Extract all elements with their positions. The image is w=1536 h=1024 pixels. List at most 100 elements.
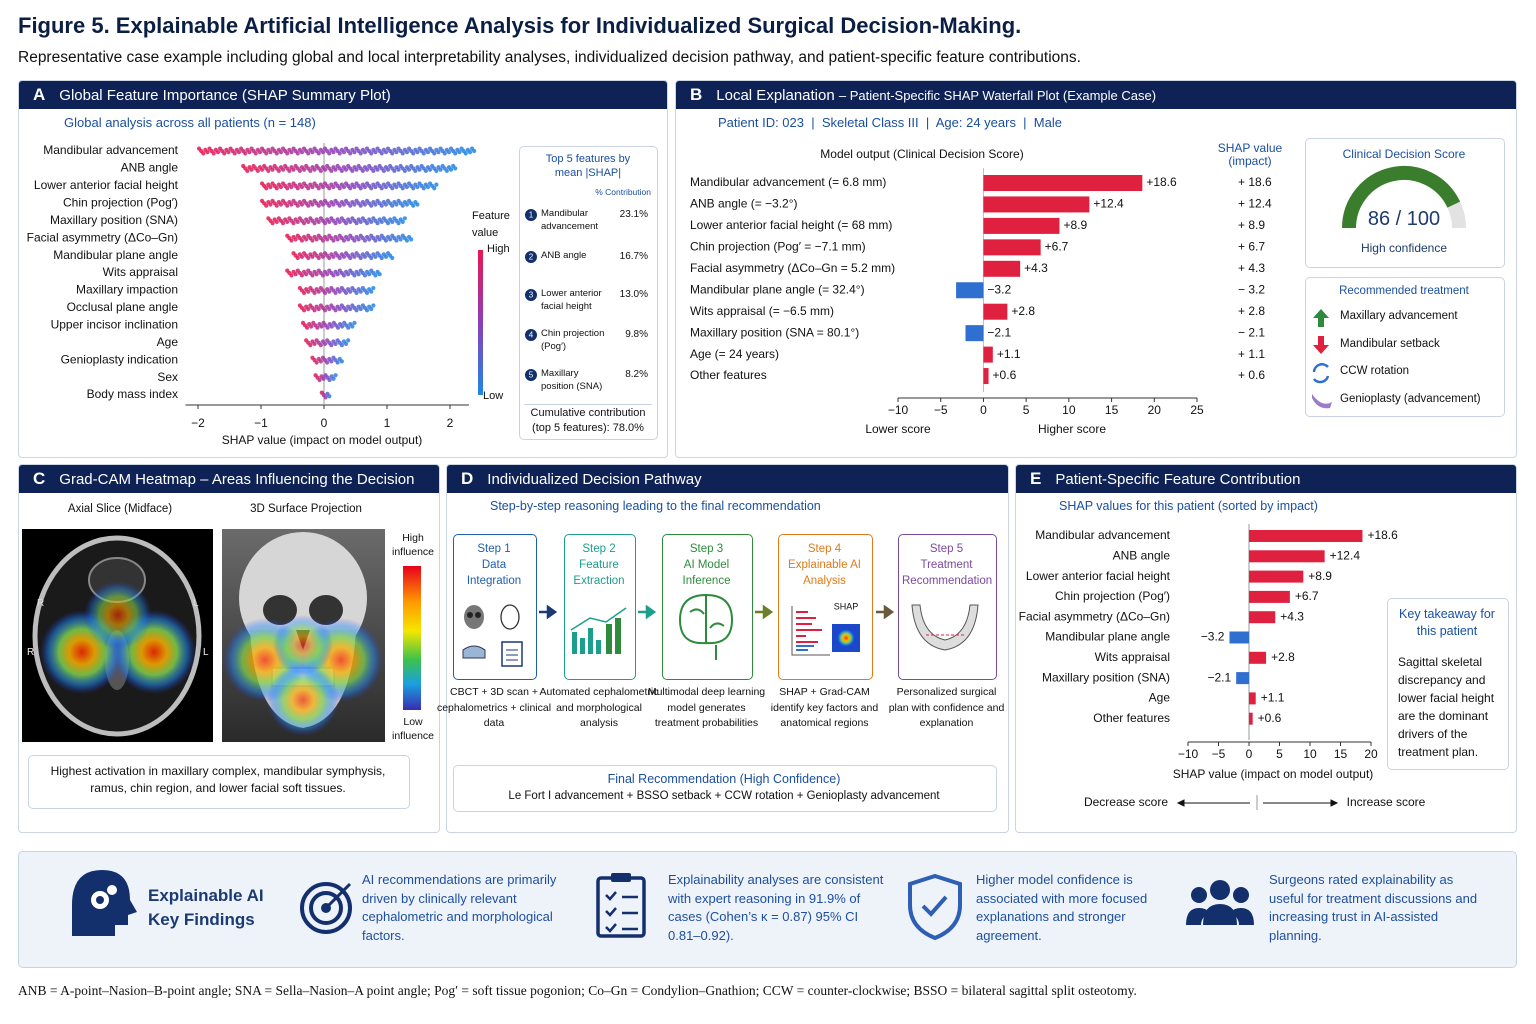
y-tick-label: ANB angle: [121, 161, 179, 175]
swarm-dot: [356, 272, 361, 277]
value-label: +6.7: [1045, 240, 1069, 254]
swarm-dot: [299, 254, 305, 259]
swarm-dot: [448, 167, 454, 172]
panel-subtitle: Step-by-step reasoning leading to the fi…: [490, 499, 821, 513]
y-tick-label: Chin projection (Pog′ = −7.1 mm): [690, 240, 866, 254]
y-tick-label: Maxillary position (SNA): [1042, 670, 1170, 684]
rank-badge: [525, 329, 537, 341]
swarm-dot: [362, 273, 368, 278]
swarm-dot: [304, 237, 309, 242]
side-marker: R: [37, 598, 45, 609]
swarm-dot: [306, 219, 311, 225]
swarm-dot: [364, 290, 370, 295]
value-header: (impact): [1228, 154, 1271, 168]
swarm-dot: [371, 303, 376, 308]
swarm-dot: [352, 150, 357, 155]
swarm-dot: [348, 306, 353, 312]
x-tick-label: 0: [1246, 747, 1253, 761]
swarm-dot: [411, 151, 416, 156]
y-tick-label: Occlusal plane angle: [67, 300, 179, 314]
x-tick-label: 2: [447, 416, 454, 430]
swarm-dot: [417, 167, 422, 172]
swarm-dot: [329, 343, 334, 348]
swarm-dot: [301, 221, 307, 226]
swarm-dot: [285, 186, 290, 191]
swarm-dot: [335, 272, 340, 277]
value-label: −2.1: [1207, 670, 1231, 684]
x-axis-label: SHAP value (impact on model output): [1173, 767, 1374, 781]
swarm-dot: [264, 203, 269, 208]
impact-label: + 6.7: [1238, 240, 1265, 254]
final-box: [453, 765, 997, 812]
swarm-dot: [442, 151, 447, 156]
swarm-dot: [377, 237, 382, 242]
swarm-dot: [249, 167, 254, 172]
value-label: −2.1: [987, 325, 1011, 339]
y-tick-label: Lower anterior facial height (= 68 mm): [690, 218, 892, 232]
swarm-dot: [331, 254, 336, 259]
swarm-dot: [356, 237, 361, 242]
swarm-dot: [274, 219, 279, 225]
patient-info: Patient ID: 023 | Skeletal Class III | A…: [718, 115, 1062, 130]
bar: [983, 239, 1041, 256]
swarm-dot: [404, 202, 410, 207]
findings-icons-part: [605, 891, 638, 933]
swarm-dot: [278, 202, 284, 207]
step-description: CBCT + 3D scan + cephalometrics + clinic…: [436, 686, 552, 729]
swarm-dot: [308, 168, 313, 173]
swarm-dot: [327, 394, 332, 399]
swarm-dot: [337, 255, 342, 261]
x-axis-label: Lower score: [865, 422, 931, 436]
value-label: +1.1: [1261, 691, 1285, 705]
swarm-dot: [306, 255, 311, 261]
y-tick-label: Facial asymmetry (ΔCo–Gn = 5.2 mm): [690, 261, 895, 275]
swarm-dot: [390, 203, 395, 208]
swarm-dot: [268, 150, 273, 155]
swarm-dot: [406, 167, 412, 172]
step-box: [564, 534, 636, 680]
value-label: +8.9: [1308, 569, 1332, 583]
step-arrows-part: [539, 604, 558, 620]
top-feature-value: 8.2%: [625, 369, 648, 380]
swarm-dot: [396, 221, 401, 226]
swarm-dot: [421, 151, 426, 156]
swarm-dot: [367, 237, 372, 242]
swarm-dot: [446, 150, 452, 155]
swarm-dot: [318, 168, 323, 173]
swarm-dot: [301, 308, 307, 313]
swarm-dot: [341, 254, 347, 259]
swarm-dot: [343, 308, 349, 313]
contribution-header: % Contribution: [595, 187, 651, 197]
swarm-dot: [253, 151, 258, 156]
x-tick-label: 5: [1276, 747, 1283, 761]
swarm-dot: [278, 184, 284, 190]
value-label: +4.3: [1280, 609, 1304, 623]
swarm-dot: [402, 216, 407, 221]
swarm-dot: [402, 168, 407, 173]
y-tick-label: ANB angle (= −3.2°): [690, 197, 798, 211]
swarm-dot: [348, 203, 353, 208]
swarm-dot: [205, 150, 210, 155]
icon-label: SHAP: [834, 601, 859, 611]
swarm-dot: [392, 168, 397, 173]
swarm-dot: [339, 343, 344, 348]
bar: [1249, 651, 1267, 664]
swarm-dot: [306, 151, 311, 156]
treatment-icons-part: [1312, 363, 1330, 384]
swarm-dot: [337, 219, 342, 225]
treatment-item: Mandibular setback: [1340, 338, 1440, 350]
finding: Higher model confidence is associated wi…: [976, 872, 1148, 943]
swarm-dot: [373, 238, 378, 243]
swarm-dot: [308, 343, 313, 348]
caption: Highest activation in maxillary complex,…: [50, 764, 386, 795]
swarm-dot: [297, 168, 302, 173]
swarm-dot: [316, 255, 321, 261]
swarm-dot: [346, 237, 351, 242]
swarm-dot: [322, 167, 328, 172]
swarm-dot: [343, 221, 349, 226]
swarm-dot: [350, 324, 355, 329]
swarm-dot: [358, 219, 363, 225]
step-arrows-part: [638, 604, 657, 620]
colorbar-high: High: [487, 243, 510, 255]
swarm-dot: [317, 377, 322, 383]
